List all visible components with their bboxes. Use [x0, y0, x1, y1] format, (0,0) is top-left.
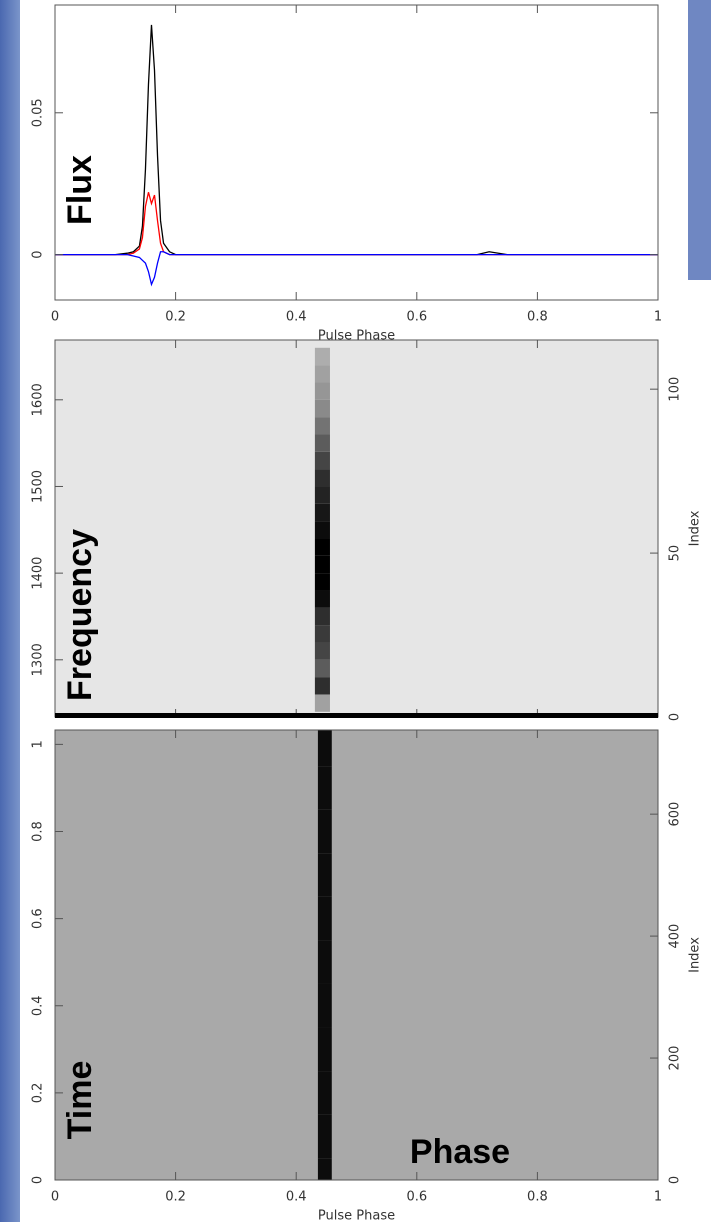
plot-area [55, 730, 658, 1180]
pulse-cell [317, 853, 332, 897]
pulse-cell [314, 555, 330, 574]
x-tick-label: 0.8 [527, 310, 548, 325]
pulse-cell [314, 503, 330, 522]
x-tick-label: 1 [654, 1190, 662, 1205]
pulse-cell [314, 521, 330, 539]
x-tick-label: 0.4 [286, 1190, 307, 1205]
y2-tick-label: 600 [668, 802, 683, 827]
y2-tick-label: 50 [668, 545, 683, 562]
flux-line [55, 251, 658, 287]
y-tick-label: 1300 [31, 643, 46, 676]
panel-label: Flux [61, 155, 99, 225]
y-tick-label: 0.05 [31, 98, 46, 127]
y-tick-label: 0.6 [31, 908, 46, 929]
side-band [688, 0, 711, 280]
y-tick-label: 0.8 [31, 821, 46, 842]
y-tick-label: 1400 [31, 557, 46, 590]
panel-label: Time [61, 1061, 99, 1140]
x-tick-label: 0 [51, 1190, 59, 1205]
x-axis-label: Pulse Phase [318, 1209, 395, 1222]
y2-tick-label: 200 [668, 1046, 683, 1071]
pulse-cell [314, 642, 330, 660]
pulse-cell [317, 1071, 332, 1115]
x-tick-label: 0.2 [165, 1190, 186, 1205]
y2-axis-label: Index [688, 510, 703, 546]
y-tick-label: 1 [31, 740, 46, 748]
plot-frame [54, 729, 659, 1181]
pulse-cell [317, 983, 332, 1028]
x-tick-label: 0.8 [527, 1190, 548, 1205]
pulse-cell [314, 365, 330, 383]
pulse-cell [314, 694, 330, 712]
pulse-cell [314, 625, 330, 643]
y-tick-label: 0 [31, 1176, 46, 1184]
pulse-cell [317, 940, 332, 984]
pulse-cell [314, 590, 330, 608]
pulse-cell [317, 896, 332, 941]
x-tick-label: 0.6 [406, 310, 427, 325]
panel-label: Frequency [61, 529, 99, 701]
y-tick-label: 0 [31, 250, 46, 258]
flux-line [55, 24, 658, 256]
pulse-cell [314, 417, 330, 435]
y2-tick-label: 100 [668, 377, 683, 402]
pulse-cell [314, 573, 330, 591]
pulse-cell [314, 434, 330, 452]
pulse-cell [314, 399, 330, 418]
pulse-cell [314, 659, 330, 678]
x-tick-label: 0.4 [286, 310, 307, 325]
pulse-cell [317, 730, 332, 767]
y-tick-label: 0.4 [31, 995, 46, 1016]
x-tick-label: 0.2 [165, 310, 186, 325]
pulse-cell [314, 486, 330, 504]
y2-tick-label: 400 [668, 924, 683, 949]
pulse-cell [314, 538, 330, 556]
pulse-cell [314, 607, 330, 626]
pulse-cell [314, 451, 330, 470]
pulse-cell [314, 677, 330, 695]
y-tick-label: 1500 [31, 470, 46, 503]
plot-frame [54, 4, 659, 301]
x-tick-label: 0.6 [406, 1190, 427, 1205]
pulse-cell [317, 766, 332, 810]
y2-tick-label: 0 [668, 713, 683, 721]
pulse-cell [317, 1027, 332, 1072]
y-tick-label: 0.2 [31, 1083, 46, 1104]
pulse-cell [314, 469, 330, 487]
annotation: Phase [410, 1133, 510, 1171]
y2-axis-label: Index [688, 937, 703, 973]
pulse-cell [317, 809, 332, 854]
x-tick-label: 0 [51, 310, 59, 325]
x-tick-label: 1 [654, 310, 662, 325]
separator [55, 713, 658, 718]
pulse-cell [317, 1158, 332, 1180]
y-tick-label: 1600 [31, 383, 46, 416]
plot-area [55, 5, 658, 300]
y2-tick-label: 0 [668, 1176, 683, 1184]
pulse-cell [317, 1114, 332, 1159]
plot-area [55, 340, 658, 717]
pulse-cell [314, 382, 330, 400]
pulse-cell [314, 347, 330, 366]
